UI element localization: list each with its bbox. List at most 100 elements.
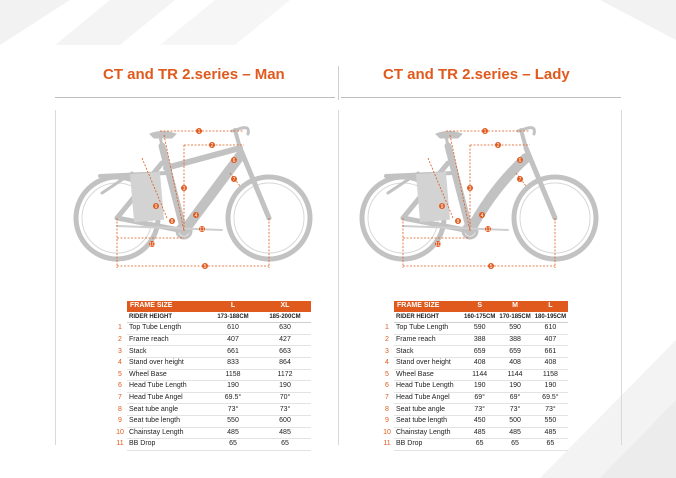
row-number: 10 <box>116 428 124 436</box>
row-value: 600 <box>259 415 311 428</box>
row-number: 3 <box>118 347 122 355</box>
row-value: 833 <box>207 357 259 370</box>
man-marker-2: 2 <box>211 143 214 149</box>
lady-marker-6: 6 <box>519 158 522 164</box>
row-number: 1 <box>118 324 122 332</box>
table-row: 6 Head Tube Length 190 190 190 <box>380 380 569 393</box>
row-value: 388 <box>462 334 498 347</box>
table-row: 7 Head Tube Angel 69° 69° 69.5° <box>380 392 569 405</box>
row-value: 500 <box>497 415 533 428</box>
row-number: 2 <box>385 336 389 344</box>
row-number: 1 <box>385 324 389 332</box>
row-number: 3 <box>385 347 389 355</box>
row-number: 9 <box>385 417 389 425</box>
row-value: 73° <box>462 403 498 416</box>
row-label: Chainstay Length <box>394 427 462 440</box>
lady-bike-diagram: 1 2 3 4 5 6 7 8 9 10 11 <box>359 126 599 270</box>
table-row: 2 Frame reach 407 427 <box>113 334 311 347</box>
row-value: 663 <box>259 345 311 358</box>
man-marker-6: 6 <box>233 158 236 164</box>
lady-marker-7: 7 <box>519 177 522 183</box>
row-label: Head Tube Angel <box>394 392 462 405</box>
row-value: 190 <box>259 380 311 393</box>
row-value: 610 <box>532 322 569 335</box>
row-value: 659 <box>462 345 498 358</box>
row-label: Stand over height <box>394 357 462 370</box>
table-row: 8 Seat tube angle 73° 73° 73° <box>380 403 569 416</box>
row-value: 73° <box>259 403 311 416</box>
row-label: Seat tube angle <box>127 403 207 416</box>
man-marker-11: 11 <box>199 227 204 233</box>
lady-size-l: L <box>532 301 569 312</box>
man-left-rule <box>55 110 56 445</box>
row-label: Top Tube Length <box>394 322 462 335</box>
row-value: 69° <box>497 392 533 405</box>
lady-title-rule <box>341 97 621 98</box>
row-value: 590 <box>462 322 498 335</box>
title-divider <box>338 66 339 100</box>
man-marker-3: 3 <box>183 186 186 192</box>
lady-size-s: S <box>462 301 498 312</box>
row-number: 2 <box>118 336 122 344</box>
table-row: 11 BB Drop 65 65 <box>113 438 311 451</box>
row-value: 407 <box>532 334 569 347</box>
row-value: 485 <box>259 427 311 440</box>
row-value: 69.5° <box>532 392 569 405</box>
man-section-title: CT and TR 2.series – Man <box>103 66 285 83</box>
table-row: 4 Stand over height 833 864 <box>113 357 311 370</box>
row-value: 73° <box>207 403 259 416</box>
row-number: 11 <box>116 440 124 448</box>
lady-marker-5: 5 <box>490 264 493 270</box>
row-value: 450 <box>462 415 498 428</box>
row-label: Stack <box>394 345 462 358</box>
table-row: 9 Seat tube length 550 600 <box>113 415 311 428</box>
row-value: 427 <box>259 334 311 347</box>
row-value: 65 <box>532 438 569 451</box>
row-value: 661 <box>207 345 259 358</box>
row-number: 7 <box>118 394 122 402</box>
lady-marker-1: 1 <box>484 129 487 135</box>
row-value: 1158 <box>207 369 259 382</box>
man-frame-size-label: FRAME SIZE <box>127 301 207 312</box>
row-number: 11 <box>383 440 391 448</box>
lady-marker-2: 2 <box>497 143 500 149</box>
row-label: Wheel Base <box>127 369 207 382</box>
row-value: 73° <box>532 403 569 416</box>
row-label: Stack <box>127 345 207 358</box>
row-value: 1158 <box>532 369 569 382</box>
row-value: 65 <box>207 438 259 451</box>
lady-marker-10: 10 <box>435 242 441 248</box>
man-rider-height-l: 173-188CM <box>207 311 259 324</box>
man-rider-height-label: RIDER HEIGHT <box>127 311 207 324</box>
row-number: 4 <box>385 359 389 367</box>
row-value: 610 <box>207 322 259 335</box>
row-label: BB Drop <box>127 438 207 451</box>
row-number: 5 <box>118 370 122 378</box>
row-value: 190 <box>532 380 569 393</box>
row-label: Head Tube Length <box>127 380 207 393</box>
table-row: 10 Chainstay Length 485 485 485 <box>380 427 569 440</box>
row-value: 190 <box>207 380 259 393</box>
row-value: 408 <box>462 357 498 370</box>
lady-frame-size-label: FRAME SIZE <box>394 301 462 312</box>
lady-table-header: FRAME SIZE S M L <box>380 301 569 312</box>
row-number: 8 <box>118 405 122 413</box>
row-value: 1144 <box>497 369 533 382</box>
row-number: 4 <box>118 359 122 367</box>
row-number: 6 <box>385 382 389 390</box>
lady-rider-height-row: RIDER HEIGHT 160-175CM 170-185CM 180-195… <box>380 311 569 324</box>
row-value: 1172 <box>259 369 311 382</box>
row-label: Head Tube Length <box>394 380 462 393</box>
lady-geometry-table: FRAME SIZE S M L RIDER HEIGHT 160-175CM … <box>380 301 569 451</box>
row-value: 69.5° <box>207 392 259 405</box>
man-marker-10: 10 <box>149 242 155 248</box>
man-bike-diagram: 1 2 3 4 5 6 7 8 9 10 11 <box>73 126 313 270</box>
row-value: 190 <box>497 380 533 393</box>
table-row: 2 Frame reach 388 388 407 <box>380 334 569 347</box>
row-label: BB Drop <box>394 438 462 451</box>
row-value: 73° <box>497 403 533 416</box>
row-value: 590 <box>497 322 533 335</box>
row-value: 485 <box>497 427 533 440</box>
lady-right-rule <box>621 110 622 445</box>
